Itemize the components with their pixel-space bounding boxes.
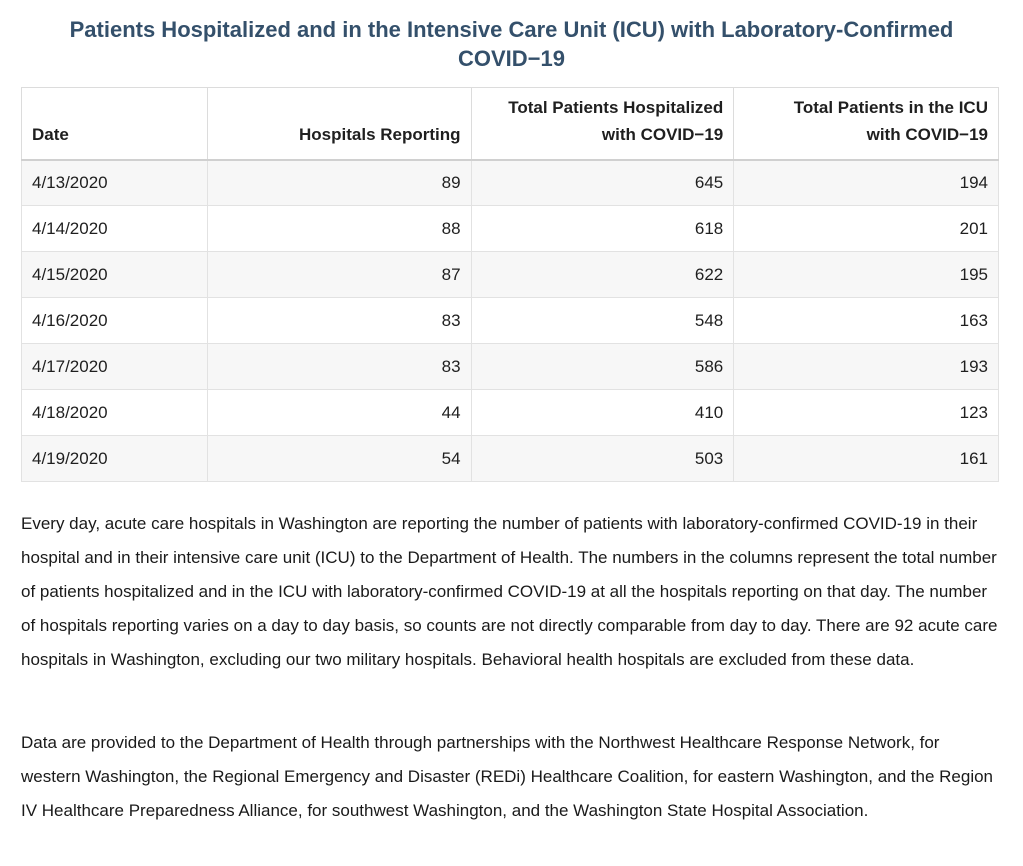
cell-date: 4/17/2020 xyxy=(21,343,208,390)
table-row: 4/18/2020 44 410 123 xyxy=(21,389,999,436)
table-row: 4/17/2020 83 586 193 xyxy=(21,343,999,390)
hospitalization-table: Date Hospitals Reporting Total Patients … xyxy=(21,87,999,482)
cell-total-icu: 193 xyxy=(733,343,999,390)
cell-date: 4/15/2020 xyxy=(21,251,208,298)
cell-total-hospitalized: 586 xyxy=(470,343,735,390)
column-header-total-hospitalized-line2: with COVID−19 xyxy=(601,124,724,144)
cell-date: 4/13/2020 xyxy=(21,159,208,206)
table-row: 4/16/2020 83 548 163 xyxy=(21,297,999,344)
cell-hospitals-reporting: 83 xyxy=(206,343,472,390)
cell-date: 4/19/2020 xyxy=(21,435,208,482)
cell-total-hospitalized: 503 xyxy=(470,435,735,482)
cell-total-hospitalized: 645 xyxy=(470,159,735,206)
cell-total-hospitalized: 618 xyxy=(470,205,735,252)
table-header-row: Date Hospitals Reporting Total Patients … xyxy=(21,87,999,161)
cell-hospitals-reporting: 87 xyxy=(206,251,472,298)
column-header-total-hospitalized[interactable]: Total Patients Hospitalized with COVID−1… xyxy=(470,87,735,161)
cell-date: 4/14/2020 xyxy=(21,205,208,252)
cell-hospitals-reporting: 44 xyxy=(206,389,472,436)
column-header-date-label: Date xyxy=(32,124,69,144)
cell-date: 4/16/2020 xyxy=(21,297,208,344)
table-row: 4/14/2020 88 618 201 xyxy=(21,205,999,252)
description-paragraph: Every day, acute care hospitals in Washi… xyxy=(21,514,998,669)
cell-hospitals-reporting: 88 xyxy=(206,205,472,252)
cell-total-icu: 163 xyxy=(733,297,999,344)
cell-hospitals-reporting: 83 xyxy=(206,297,472,344)
cell-total-icu: 201 xyxy=(733,205,999,252)
column-header-hospitals-reporting[interactable]: Hospitals Reporting xyxy=(206,87,472,161)
cell-hospitals-reporting: 89 xyxy=(206,159,472,206)
page-title: Patients Hospitalized and in the Intensi… xyxy=(69,17,954,71)
column-header-total-hospitalized-line1: Total Patients Hospitalized xyxy=(508,97,724,117)
cell-hospitals-reporting: 54 xyxy=(206,435,472,482)
cell-total-icu: 161 xyxy=(733,435,999,482)
cell-total-hospitalized: 410 xyxy=(470,389,735,436)
column-header-total-icu-line2: with COVID−19 xyxy=(866,124,988,144)
cell-total-icu: 123 xyxy=(733,389,999,436)
column-header-total-icu-line1: Total Patients in the ICU xyxy=(793,97,988,117)
table-row: 4/13/2020 89 645 194 xyxy=(21,159,999,206)
table-row: 4/15/2020 87 622 195 xyxy=(21,251,999,298)
cell-total-hospitalized: 548 xyxy=(470,297,735,344)
data-source-paragraph: Data are provided to the Department of H… xyxy=(21,733,994,820)
cell-total-icu: 195 xyxy=(733,251,999,298)
table-row: 4/19/2020 54 503 161 xyxy=(21,435,999,482)
column-header-date[interactable]: Date xyxy=(21,87,208,161)
cell-date: 4/18/2020 xyxy=(21,389,208,436)
column-header-total-icu[interactable]: Total Patients in the ICU with COVID−19 xyxy=(733,87,999,161)
cell-total-icu: 194 xyxy=(733,159,999,206)
column-header-hospitals-reporting-label: Hospitals Reporting xyxy=(299,124,461,144)
cell-total-hospitalized: 622 xyxy=(470,251,735,298)
